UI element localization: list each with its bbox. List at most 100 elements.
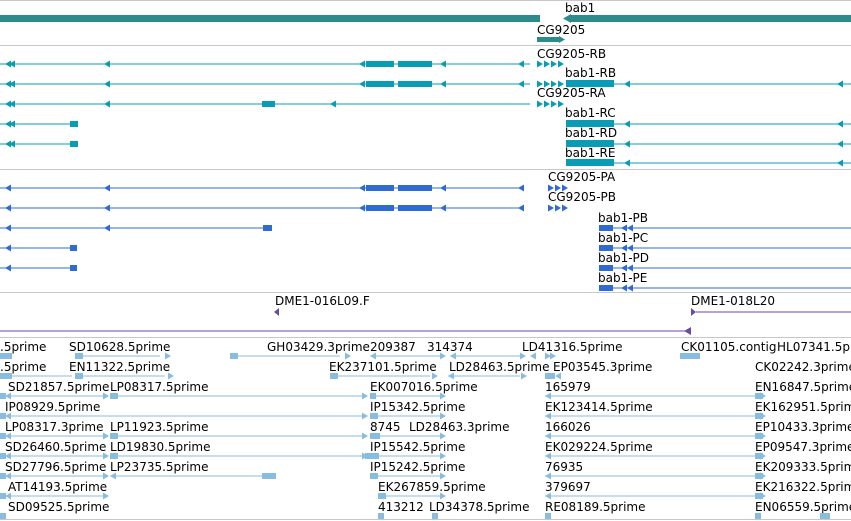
est-feature[interactable] bbox=[555, 372, 561, 380]
est-feature[interactable] bbox=[545, 472, 551, 480]
transcript-feature[interactable]: CG9205-RB bbox=[0, 47, 606, 68]
est-feature[interactable] bbox=[103, 492, 109, 500]
transcript-feature[interactable] bbox=[0, 80, 564, 88]
est-feature[interactable] bbox=[262, 473, 276, 479]
protein-feature[interactable]: bab1-PC bbox=[598, 231, 851, 252]
transcript-feature[interactable]: bab1-RD bbox=[565, 126, 851, 148]
est-feature[interactable] bbox=[75, 353, 83, 359]
est-feature[interactable] bbox=[755, 472, 761, 480]
bac-feature[interactable]: DME1-016L09.F bbox=[274, 294, 370, 316]
est-feature[interactable] bbox=[545, 452, 551, 460]
est-feature[interactable] bbox=[440, 352, 446, 360]
est-feature[interactable] bbox=[0, 513, 6, 519]
est-feature[interactable] bbox=[378, 513, 384, 519]
transcript-feature[interactable] bbox=[0, 140, 78, 148]
est-feature[interactable] bbox=[103, 452, 109, 460]
est-feature[interactable] bbox=[760, 432, 766, 440]
est-feature[interactable] bbox=[370, 432, 376, 440]
transcript-feature[interactable] bbox=[0, 120, 78, 128]
est-feature[interactable] bbox=[760, 392, 766, 400]
est-feature[interactable] bbox=[370, 392, 376, 400]
est-feature[interactable] bbox=[0, 493, 6, 499]
est-feature[interactable] bbox=[103, 432, 109, 440]
est-feature[interactable] bbox=[5, 392, 11, 400]
est-feature[interactable] bbox=[330, 373, 338, 379]
est-feature[interactable] bbox=[440, 492, 446, 500]
est-feature[interactable] bbox=[103, 392, 109, 400]
est-feature[interactable] bbox=[440, 392, 446, 400]
est-feature[interactable] bbox=[450, 352, 456, 360]
protein-feature[interactable] bbox=[0, 244, 77, 252]
est-feature[interactable] bbox=[680, 353, 700, 359]
est-feature[interactable] bbox=[550, 352, 556, 360]
est-feature[interactable] bbox=[0, 373, 12, 379]
est-feature[interactable] bbox=[362, 412, 368, 420]
protein-feature[interactable] bbox=[0, 224, 272, 232]
est-feature[interactable] bbox=[5, 492, 11, 500]
est-feature[interactable] bbox=[755, 392, 761, 400]
protein-feature[interactable]: CG9205-PB bbox=[0, 190, 616, 212]
est-feature[interactable] bbox=[5, 472, 11, 480]
est-feature[interactable] bbox=[440, 452, 446, 460]
est-feature[interactable] bbox=[370, 352, 376, 360]
est-feature[interactable] bbox=[432, 372, 438, 380]
est-feature[interactable] bbox=[168, 372, 174, 380]
est-feature[interactable] bbox=[760, 472, 766, 480]
est-feature[interactable] bbox=[0, 353, 12, 359]
transcript-feature[interactable]: bab1-RE bbox=[565, 146, 851, 167]
est-feature[interactable] bbox=[230, 353, 238, 359]
est-feature[interactable] bbox=[545, 513, 551, 519]
gene-feature[interactable]: CG9205 bbox=[537, 23, 585, 43]
est-feature[interactable] bbox=[362, 432, 368, 440]
transcript-feature[interactable]: bab1-RB bbox=[565, 66, 851, 88]
est-feature[interactable] bbox=[0, 413, 6, 419]
est-feature[interactable] bbox=[545, 492, 551, 500]
est-feature[interactable] bbox=[545, 412, 551, 420]
est-feature[interactable] bbox=[0, 393, 6, 399]
est-feature[interactable] bbox=[760, 412, 766, 420]
est-feature[interactable] bbox=[103, 472, 109, 480]
protein-feature[interactable]: bab1-PD bbox=[598, 251, 851, 272]
est-feature[interactable] bbox=[545, 432, 551, 440]
protein-feature[interactable]: bab1-PE bbox=[598, 271, 851, 292]
est-feature[interactable] bbox=[755, 432, 761, 440]
transcript-feature[interactable]: CG9205-RA bbox=[0, 86, 606, 108]
est-feature[interactable] bbox=[370, 472, 376, 480]
est-feature[interactable] bbox=[0, 473, 6, 479]
est-feature[interactable] bbox=[440, 472, 446, 480]
est-feature[interactable] bbox=[75, 372, 81, 380]
est-feature[interactable] bbox=[545, 352, 551, 360]
est-feature[interactable] bbox=[362, 392, 368, 400]
est-feature[interactable] bbox=[345, 352, 351, 360]
bac-feature[interactable] bbox=[0, 327, 691, 335]
est-feature[interactable] bbox=[530, 352, 536, 360]
est-feature[interactable] bbox=[521, 372, 527, 380]
est-feature[interactable] bbox=[110, 432, 116, 440]
est-feature[interactable] bbox=[110, 472, 116, 480]
bac-feature[interactable]: DME1-018L20 bbox=[691, 294, 851, 316]
est-feature[interactable] bbox=[0, 433, 6, 439]
est-feature[interactable] bbox=[110, 452, 116, 460]
est-feature[interactable] bbox=[760, 492, 766, 500]
est-feature[interactable] bbox=[165, 352, 171, 360]
est-feature[interactable] bbox=[0, 453, 6, 459]
est-feature[interactable] bbox=[5, 412, 11, 420]
est-feature[interactable] bbox=[545, 392, 551, 400]
est-feature[interactable] bbox=[5, 432, 11, 440]
est-feature[interactable] bbox=[370, 412, 376, 420]
est-feature[interactable] bbox=[440, 432, 446, 440]
protein-feature[interactable]: bab1-PB bbox=[598, 211, 851, 232]
est-feature[interactable] bbox=[520, 352, 526, 360]
transcript-feature[interactable]: bab1-RC bbox=[565, 106, 851, 128]
est-feature[interactable] bbox=[820, 513, 830, 519]
gene-feature[interactable]: bab1 bbox=[0, 1, 851, 23]
est-feature[interactable] bbox=[755, 412, 761, 420]
est-feature[interactable] bbox=[548, 372, 554, 380]
protein-feature[interactable] bbox=[0, 264, 77, 272]
est-feature[interactable] bbox=[760, 452, 766, 460]
est-feature[interactable] bbox=[432, 513, 438, 519]
est-feature[interactable] bbox=[110, 392, 116, 400]
est-feature[interactable] bbox=[448, 372, 454, 380]
est-feature[interactable] bbox=[755, 492, 761, 500]
est-feature[interactable] bbox=[378, 492, 384, 500]
